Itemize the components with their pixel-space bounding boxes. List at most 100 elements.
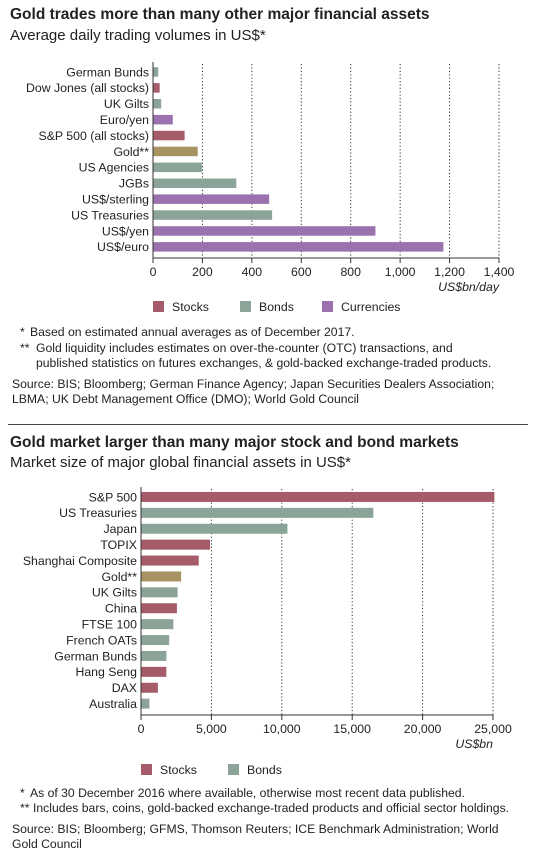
footnote-2-marker: **	[20, 341, 30, 355]
x-tick-label: 800	[340, 265, 361, 279]
category-label-us-yen: US$/yen	[102, 224, 149, 238]
x-tick-label: 400	[242, 265, 263, 279]
category-label-australia: Australia	[89, 697, 137, 711]
bar-us-treasuries	[141, 507, 374, 518]
footnote-1: * Based on estimated annual averages as …	[20, 325, 525, 340]
bar-uk-gilts	[153, 99, 162, 109]
bar-gold	[153, 146, 198, 157]
legend-label-currencies: Currencies	[341, 300, 400, 314]
footnote-2-text: Includes bars, coins, gold-backed exchan…	[33, 801, 510, 815]
bar-gold	[141, 571, 182, 582]
market-size-chart: S&P 500 US Treasuries Japan TOPIX Shanghai C…	[23, 487, 512, 777]
bar-japan	[141, 523, 288, 534]
category-label-uk-gilts: UK Gilts	[104, 97, 149, 111]
bar-us-treasuries	[153, 210, 273, 220]
footnote-2: ** Includes bars, coins, gold-backed exc…	[20, 801, 530, 816]
footnote-1-marker: *	[20, 325, 25, 339]
category-label-uk-gilts: UK Gilts	[92, 586, 137, 600]
bar-us-yen	[153, 226, 376, 236]
category-label-gold: Gold**	[101, 570, 137, 584]
category-label-us-agencies: US Agencies	[79, 161, 149, 175]
x-tick-label: 20,000	[404, 722, 442, 736]
category-label-china: China	[105, 602, 137, 616]
x-tick-label: 1,200	[434, 265, 465, 279]
category-label-ftse-100: FTSE 100	[82, 617, 138, 631]
footnote-2: ** Gold liquidity includes estimates on …	[20, 341, 525, 370]
footnote-1-marker: *	[20, 786, 25, 800]
category-label-hang-seng: Hang Seng	[75, 665, 137, 679]
bar-hang-seng	[141, 666, 167, 677]
x-axis-unit-label: US$bn/day	[438, 280, 500, 294]
footnote-1-text: As of 30 December 2016 where available, …	[30, 786, 465, 800]
legend-swatch-bonds	[228, 764, 239, 775]
bar-jgbs	[153, 178, 237, 188]
panel-trading-volumes: Gold trades more than many other major f…	[0, 0, 538, 425]
category-label-german-bunds: German Bunds	[54, 649, 137, 663]
footnote-2-text: Gold liquidity includes estimates on ove…	[36, 341, 492, 370]
bar-shanghai-composite	[141, 555, 199, 566]
category-label-us-sterling: US$/sterling	[82, 192, 149, 206]
bar-dow-jones-all-stocks	[153, 83, 160, 93]
category-label-topix: TOPIX	[100, 538, 137, 552]
x-tick-label: 0	[150, 265, 157, 279]
category-label-s-p-500-all-stocks: S&P 500 (all stocks)	[39, 129, 150, 143]
category-label-french-oats: French OATs	[66, 633, 137, 647]
x-tick-label: 1,400	[484, 265, 515, 279]
legend-label-bonds: Bonds	[247, 763, 282, 777]
bar-uk-gilts	[141, 587, 178, 598]
x-tick-label: 10,000	[263, 722, 301, 736]
category-label-shanghai-composite: Shanghai Composite	[23, 554, 137, 568]
legend-swatch-stocks	[153, 301, 164, 312]
category-label-jgbs: JGBs	[119, 177, 149, 191]
bar-s-p-500	[141, 491, 495, 502]
bar-german-bunds	[141, 650, 167, 661]
category-label-japan: Japan	[103, 522, 137, 536]
panel-market-size: Gold market larger than many major stock…	[0, 427, 538, 867]
bar-us-sterling	[153, 194, 270, 204]
x-tick-label: 25,000	[474, 722, 512, 736]
bar-s-p-500-all-stocks	[153, 130, 185, 141]
source-note: Source: BIS; Bloomberg; GFMS, Thomson Re…	[12, 822, 499, 851]
bar-topix	[141, 539, 210, 550]
x-tick-label: 5,000	[196, 722, 227, 736]
footnote-2-marker: **	[20, 801, 30, 815]
legend-swatch-stocks	[141, 764, 152, 775]
category-label-dow-jones-all-stocks: Dow Jones (all stocks)	[26, 81, 149, 95]
category-label-us-treasuries: US Treasuries	[59, 506, 137, 520]
legend-label-stocks: Stocks	[172, 300, 209, 314]
panel-divider	[8, 424, 528, 425]
trading-volumes-chart: German Bunds Dow Jones (all stocks) UK Gil…	[26, 62, 515, 314]
bar-french-oats	[141, 635, 170, 646]
category-label-us-treasuries: US Treasuries	[71, 208, 149, 222]
category-label-s-p-500: S&P 500	[89, 490, 137, 504]
legend-label-stocks: Stocks	[160, 763, 197, 777]
chart-subtitle: Market size of major global financial as…	[10, 454, 351, 471]
source-note: Source: BIS; Bloomberg; German Finance A…	[12, 377, 495, 406]
bar-australia	[141, 698, 150, 709]
legend-swatch-currencies	[322, 301, 333, 312]
category-label-euro-yen: Euro/yen	[100, 113, 149, 127]
x-tick-label: 0	[138, 722, 145, 736]
bar-us-euro	[153, 242, 444, 252]
bar-euro-yen	[153, 114, 173, 125]
chart-subtitle: Average daily trading volumes in US$*	[10, 27, 266, 44]
category-label-gold: Gold**	[113, 145, 149, 159]
bar-china	[141, 603, 177, 614]
footnote-1-text: Based on estimated annual averages as of…	[30, 325, 355, 339]
category-label-dax: DAX	[112, 681, 137, 695]
footnote-1: * As of 30 December 2016 where available…	[20, 786, 530, 801]
chart-title: Gold trades more than many other major f…	[10, 6, 430, 23]
x-tick-label: 200	[192, 265, 213, 279]
x-tick-label: 15,000	[333, 722, 371, 736]
category-label-us-euro: US$/euro	[97, 240, 149, 254]
category-label-german-bunds: German Bunds	[66, 65, 149, 79]
legend-label-bonds: Bonds	[259, 300, 294, 314]
x-tick-label: 1,000	[385, 265, 416, 279]
bar-ftse-100	[141, 619, 174, 630]
bar-german-bunds	[153, 67, 159, 77]
x-axis-unit-label: US$bn	[455, 737, 493, 751]
bar-us-agencies	[153, 162, 202, 173]
legend-swatch-bonds	[240, 301, 251, 312]
chart-title: Gold market larger than many major stock…	[10, 434, 459, 451]
bar-dax	[141, 682, 158, 693]
